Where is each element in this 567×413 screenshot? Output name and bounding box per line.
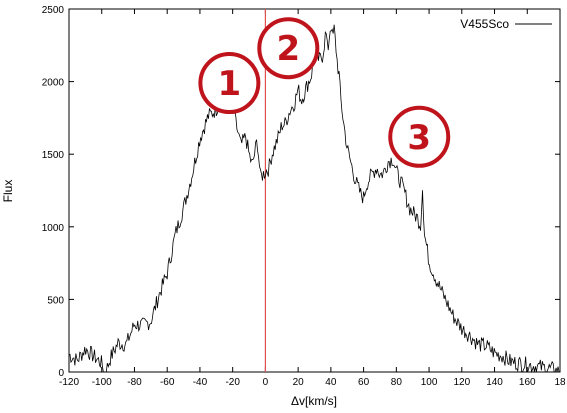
x-tick-label: -20 <box>225 377 240 388</box>
x-tick-label: -60 <box>160 377 175 388</box>
x-tick-label: 160 <box>519 377 536 388</box>
y-tick-label: 1500 <box>42 150 65 161</box>
y-tick-label: 1000 <box>42 223 65 234</box>
x-tick-label: -80 <box>127 377 142 388</box>
x-tick-label: 80 <box>391 377 403 388</box>
x-axis-label: Δv[km/s] <box>291 394 337 408</box>
y-axis-label: Flux <box>1 180 15 203</box>
x-tick-label: -40 <box>193 377 208 388</box>
annotation-number: 1 <box>218 64 242 104</box>
annotation-marker-2: 2 <box>257 17 320 80</box>
annotation-marker-3: 3 <box>388 105 451 168</box>
series-line-v455sco <box>68 24 560 373</box>
x-tick-label: 18 <box>554 377 566 388</box>
annotation-layer: 12 3 <box>198 17 451 168</box>
y-tick-label: 2500 <box>42 5 65 16</box>
y-tick-label: 500 <box>47 295 64 306</box>
x-tick-label: -100 <box>92 377 112 388</box>
x-tick-label: 120 <box>453 377 470 388</box>
x-tick-label: 60 <box>358 377 370 388</box>
annotation-circle <box>388 105 451 168</box>
legend: V455Sco <box>460 17 552 31</box>
y-tick-label: 2000 <box>42 78 65 89</box>
x-tick-label: 0 <box>263 377 269 388</box>
x-tick-label: 20 <box>293 377 305 388</box>
annotation-number: 3 <box>407 118 431 158</box>
plot-frame <box>68 8 561 373</box>
annotation-number: 2 <box>276 29 300 69</box>
ticks-layer: -120 -100 -80 -60 -40 -20 0 20 40 60 80 100 120 140 16… <box>42 5 566 388</box>
x-tick-label: 100 <box>421 377 438 388</box>
legend-label: V455Sco <box>460 17 509 31</box>
annotation-marker-1: 1 <box>198 52 261 115</box>
y-tick-label: 0 <box>58 368 64 379</box>
x-tick-label: -120 <box>59 377 79 388</box>
x-tick-label: 140 <box>486 377 503 388</box>
annotation-circle <box>257 17 320 80</box>
x-tick-label: 40 <box>325 377 337 388</box>
annotation-circle <box>198 52 261 115</box>
